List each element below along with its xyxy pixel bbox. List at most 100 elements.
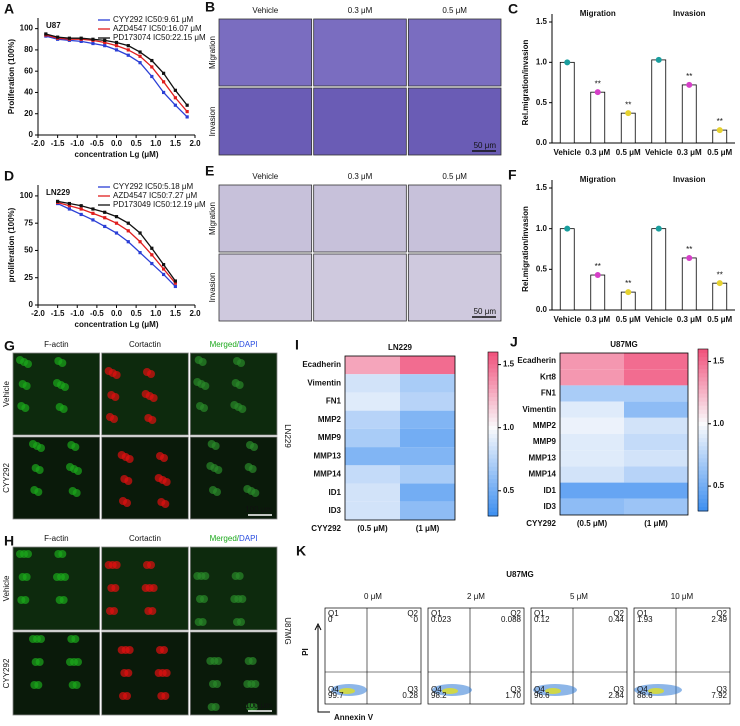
point <box>126 53 130 57</box>
micrograph <box>189 352 278 436</box>
colorbar-step <box>488 475 498 480</box>
colorbar-step <box>698 357 708 362</box>
significance: ** <box>686 72 692 81</box>
x-tick-label: 0.5 μM <box>707 148 732 157</box>
row-label: CYY292 <box>2 658 11 688</box>
heat-cell <box>624 450 688 467</box>
point <box>67 207 71 211</box>
point <box>162 263 166 267</box>
quadrant-name: Q2 <box>613 609 624 618</box>
x-tick-label: 1.0 <box>150 139 162 148</box>
colorbar-step <box>698 498 708 504</box>
scale-bar: 100 μm <box>245 505 272 514</box>
colorbar-step <box>698 442 708 447</box>
cell <box>237 359 245 367</box>
colorbar-step <box>488 401 498 406</box>
y-tick-label: 75 <box>24 218 33 227</box>
significance: ** <box>595 79 601 88</box>
point <box>67 204 71 208</box>
point <box>162 272 166 277</box>
dose-label: 10 μM <box>671 592 694 601</box>
quadrant-value: 1.70 <box>505 691 521 700</box>
row-label: CYY292 <box>2 463 11 493</box>
colorbar-step <box>698 506 708 512</box>
cell <box>74 467 82 475</box>
significance: ** <box>625 100 631 109</box>
y-axis-label: PI <box>301 648 310 656</box>
panel-label: A <box>4 1 14 17</box>
point <box>114 44 119 48</box>
significance: ** <box>595 262 601 271</box>
group-label: Migration <box>580 175 616 184</box>
x-tick-label: -1.0 <box>70 139 84 148</box>
cell <box>235 572 244 580</box>
y-tick-label: 20 <box>24 109 33 118</box>
point <box>114 215 119 219</box>
x-axis-label: concentration Lg (μM) <box>75 150 159 159</box>
cell <box>34 681 43 689</box>
point <box>67 36 71 40</box>
x-tick-label: Vehicle <box>553 315 581 324</box>
x-tick-label: 1.0 <box>150 309 162 318</box>
y-tick-label: 1.0 <box>536 57 548 66</box>
column-label-part: DAPI <box>239 534 258 543</box>
row-label: ID1 <box>544 486 557 495</box>
x-axis-label: concentration Lg (μM) <box>75 320 159 329</box>
micrograph <box>101 631 189 716</box>
colorbar-step <box>698 478 708 484</box>
point <box>138 50 142 54</box>
point <box>150 74 154 79</box>
legend-label: CYY292 IC50:9.61 μM <box>113 15 194 24</box>
colorbar-step <box>488 380 498 386</box>
quadrant-value: 0.12 <box>534 615 550 624</box>
x-tick-label: Vehicle <box>645 148 673 157</box>
series-line <box>57 201 176 284</box>
row-label: Invasion <box>208 107 217 137</box>
point <box>162 267 166 271</box>
colorbar-step <box>698 490 708 496</box>
heat-cell <box>560 417 624 434</box>
point <box>79 39 83 43</box>
point <box>114 231 119 235</box>
cell <box>161 692 170 700</box>
col-label: (1 μM) <box>416 524 440 533</box>
colorbar-label: 1.5 <box>713 357 725 366</box>
heat-cell <box>624 385 688 402</box>
heat-cell <box>345 483 400 502</box>
bar <box>651 228 667 311</box>
x-tick-label: 2.0 <box>189 139 201 148</box>
cell <box>125 455 134 463</box>
micrograph <box>12 436 101 520</box>
cell <box>110 415 118 423</box>
x-tick-label: -2.0 <box>31 309 45 318</box>
cell <box>112 371 121 379</box>
cell <box>238 405 247 413</box>
colorbar-step <box>698 502 708 508</box>
significance: ** <box>717 270 723 279</box>
colorbar-step <box>698 361 708 366</box>
significance: ** <box>686 245 692 254</box>
cell <box>248 657 257 665</box>
colorbar-step <box>698 373 708 378</box>
quadrant-value: 2.49 <box>711 615 727 624</box>
quadrant-name: Q1 <box>328 609 339 618</box>
panel-label: J <box>510 334 518 350</box>
heat-cell <box>400 356 455 375</box>
micrograph <box>407 253 502 322</box>
colorbar-label: 1.0 <box>503 423 515 432</box>
quadrant-name: Q1 <box>637 609 648 618</box>
quadrant-name: Q3 <box>510 685 521 694</box>
heat-cell <box>400 392 455 411</box>
point <box>91 211 95 215</box>
colorbar-step <box>698 486 708 492</box>
mean-dot <box>655 225 662 232</box>
colorbar-label: 1.5 <box>503 360 515 369</box>
column-label: 0.3 μM <box>348 6 373 15</box>
colorbar-step <box>488 384 498 390</box>
cell <box>201 382 210 390</box>
point <box>138 251 142 255</box>
legend-label: AZD4547 IC50:7.27 μM <box>113 191 198 200</box>
x-prefix: CYY292 <box>311 524 341 533</box>
quadrant-value: 0.28 <box>402 691 418 700</box>
row-label: Krt8 <box>540 372 557 381</box>
